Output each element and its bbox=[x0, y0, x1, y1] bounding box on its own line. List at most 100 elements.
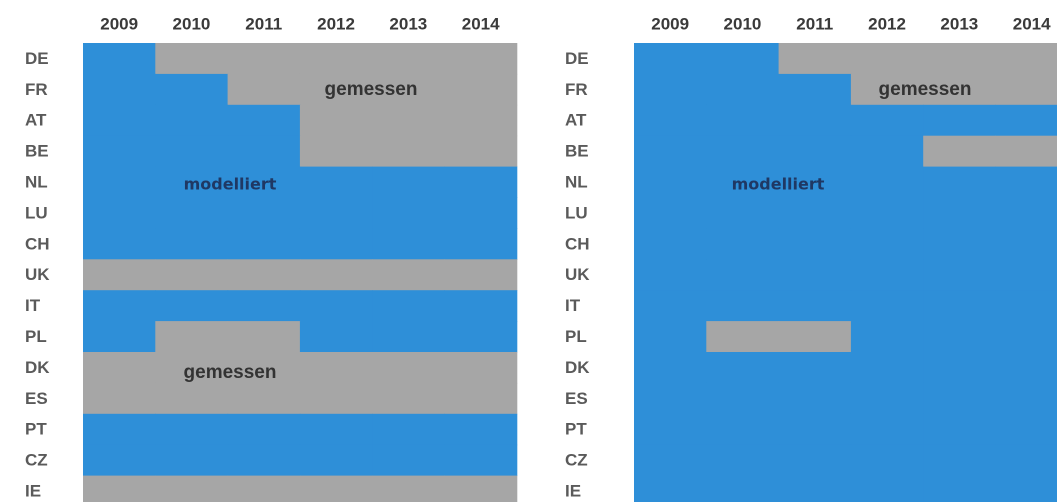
cell bbox=[778, 444, 852, 477]
cell bbox=[850, 166, 924, 198]
row-label: CH bbox=[565, 234, 590, 253]
cell bbox=[155, 259, 229, 291]
row-label: LU bbox=[25, 203, 48, 222]
cell bbox=[299, 43, 373, 75]
cell bbox=[372, 382, 445, 415]
cell bbox=[444, 73, 518, 106]
cell bbox=[923, 135, 996, 168]
cell bbox=[923, 43, 996, 75]
cell bbox=[299, 413, 373, 446]
cell bbox=[227, 73, 301, 106]
cell bbox=[923, 104, 996, 137]
cell bbox=[227, 290, 301, 322]
row-label: PL bbox=[25, 327, 47, 346]
row-label: CH bbox=[25, 234, 50, 253]
cell bbox=[444, 321, 518, 353]
cell bbox=[299, 228, 373, 260]
year-label: 2013 bbox=[940, 14, 978, 33]
cell bbox=[155, 73, 229, 106]
cell bbox=[372, 352, 445, 384]
cell bbox=[155, 197, 229, 229]
cell bbox=[634, 197, 707, 229]
cell bbox=[299, 321, 373, 353]
cell bbox=[444, 228, 518, 260]
cell bbox=[995, 73, 1057, 106]
row-label: BE bbox=[565, 142, 589, 161]
cell bbox=[372, 413, 445, 446]
cell bbox=[227, 259, 301, 291]
cell bbox=[227, 321, 301, 353]
cell bbox=[227, 475, 301, 502]
cell bbox=[444, 290, 518, 322]
cell bbox=[83, 321, 156, 353]
cell bbox=[923, 166, 996, 198]
cell bbox=[634, 475, 707, 502]
cell bbox=[995, 166, 1057, 198]
cell bbox=[372, 259, 445, 291]
row-label: UK bbox=[565, 265, 590, 284]
row-label: IE bbox=[565, 482, 581, 501]
cell bbox=[299, 382, 373, 415]
cell bbox=[444, 444, 518, 477]
cell bbox=[372, 197, 445, 229]
cell bbox=[778, 228, 852, 260]
cell bbox=[83, 382, 156, 415]
cell bbox=[83, 135, 156, 168]
cell bbox=[299, 197, 373, 229]
cell bbox=[83, 352, 156, 384]
annotation: modelliert bbox=[732, 175, 825, 194]
cell bbox=[634, 43, 707, 75]
cell bbox=[850, 228, 924, 260]
cell bbox=[444, 352, 518, 384]
row-label: LU bbox=[565, 203, 588, 222]
cell bbox=[444, 475, 518, 502]
cell bbox=[299, 73, 373, 106]
row-label: CZ bbox=[25, 451, 48, 470]
cell bbox=[372, 43, 445, 75]
cell bbox=[634, 259, 707, 291]
cell bbox=[706, 352, 780, 384]
cell bbox=[706, 73, 780, 106]
cell bbox=[778, 43, 852, 75]
cell bbox=[155, 43, 229, 75]
cell bbox=[706, 135, 780, 168]
year-label: 2009 bbox=[100, 14, 138, 33]
cell bbox=[299, 475, 373, 502]
cell bbox=[923, 259, 996, 291]
cell bbox=[155, 104, 229, 137]
cell bbox=[850, 321, 924, 353]
cell bbox=[706, 228, 780, 260]
cell bbox=[850, 352, 924, 384]
cell bbox=[706, 166, 780, 198]
cell bbox=[778, 135, 852, 168]
cell bbox=[706, 197, 780, 229]
cell bbox=[706, 259, 780, 291]
row-label: DE bbox=[565, 49, 589, 68]
cell bbox=[923, 382, 996, 415]
annotation: modelliert bbox=[184, 175, 277, 194]
cell bbox=[227, 413, 301, 446]
cell bbox=[83, 104, 156, 137]
cell bbox=[923, 197, 996, 229]
row-label: PL bbox=[565, 327, 587, 346]
year-label: 2014 bbox=[1013, 14, 1051, 33]
cell bbox=[299, 352, 373, 384]
cell bbox=[923, 444, 996, 477]
row-label: PT bbox=[25, 420, 47, 439]
row-label: DK bbox=[565, 358, 590, 377]
cell bbox=[778, 197, 852, 229]
cell bbox=[227, 382, 301, 415]
row-label: IT bbox=[565, 296, 581, 315]
cell bbox=[634, 321, 707, 353]
cell bbox=[299, 104, 373, 137]
cell bbox=[155, 444, 229, 477]
year-label: 2012 bbox=[317, 14, 355, 33]
cell bbox=[444, 413, 518, 446]
row-label: ES bbox=[565, 389, 588, 408]
cell bbox=[995, 228, 1057, 260]
cell bbox=[83, 166, 156, 198]
cell bbox=[923, 475, 996, 502]
cell bbox=[83, 228, 156, 260]
cell bbox=[850, 197, 924, 229]
